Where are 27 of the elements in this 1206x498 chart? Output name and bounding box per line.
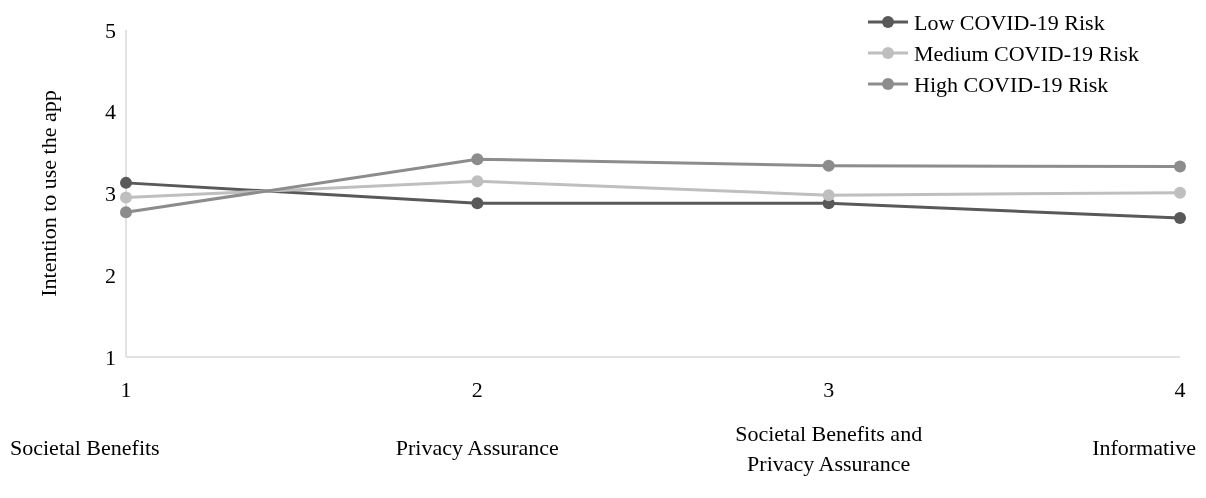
x-tick-label: 4 xyxy=(1174,377,1186,402)
point xyxy=(1174,160,1186,173)
point xyxy=(471,175,484,188)
y-axis-title: Intention to use the app xyxy=(36,90,61,297)
point xyxy=(1174,212,1186,225)
legend-label: Medium COVID-19 Risk xyxy=(914,40,1139,66)
text: Societal Benefits and Privacy Assurance xyxy=(735,421,923,476)
text: Informative xyxy=(1092,435,1196,460)
y-tick-label: 1 xyxy=(105,344,116,370)
point xyxy=(120,191,132,204)
y-tick-label: 5 xyxy=(105,17,116,43)
point xyxy=(471,153,484,166)
point xyxy=(120,176,132,189)
text: Privacy Assurance xyxy=(395,435,559,460)
point xyxy=(120,206,132,219)
point xyxy=(471,197,484,210)
y-tick-label: 4 xyxy=(105,99,116,125)
point xyxy=(1174,186,1186,199)
x-tick-label: 3 xyxy=(823,377,835,402)
legend-label: High COVID-19 Risk xyxy=(914,71,1109,97)
x-tick-label: 2 xyxy=(471,377,483,402)
y-tick-label: 3 xyxy=(105,181,116,207)
point xyxy=(822,189,835,202)
legend-label: Low COVID-19 Risk xyxy=(914,9,1105,35)
y-tick-label: 2 xyxy=(105,262,116,288)
text: Societal Benefits xyxy=(10,435,160,460)
point xyxy=(822,159,835,172)
